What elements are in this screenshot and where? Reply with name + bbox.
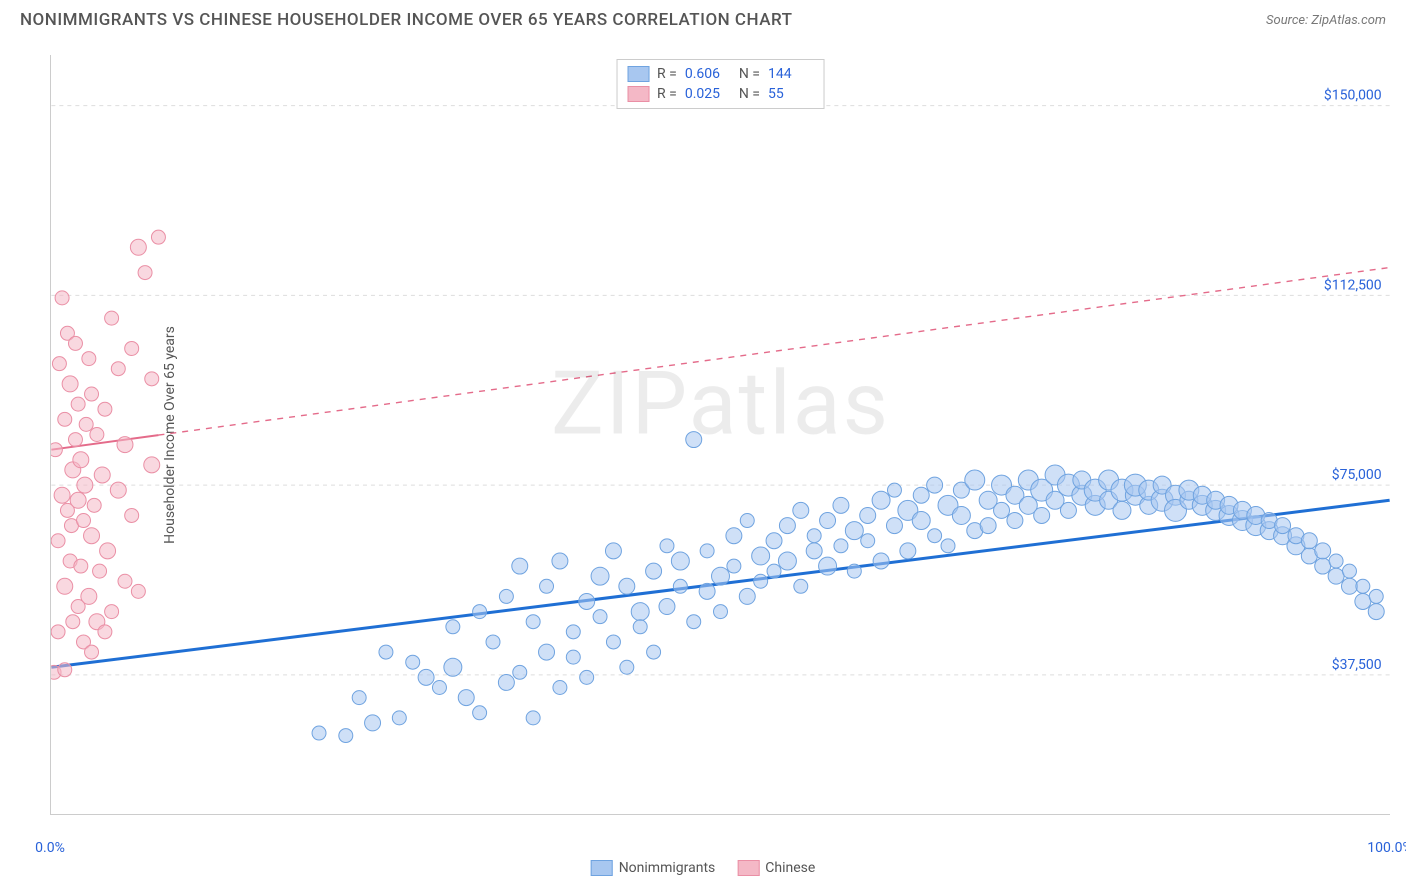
x-end-label: 100.0% (1367, 840, 1406, 856)
swatch-chinese (627, 86, 649, 102)
bottom-legend: Nonimmigrants Chinese (591, 860, 816, 876)
swatch-nonimmigrants (627, 66, 649, 82)
chart-title: NONIMMIGRANTS VS CHINESE HOUSEHOLDER INC… (20, 10, 793, 30)
r-value-0: 0.606 (685, 66, 731, 82)
stats-row-chinese: R =0.025 N =55 (627, 84, 814, 104)
stats-legend: R =0.606 N =144 R =0.025 N =55 (616, 59, 825, 109)
n-value-0: 144 (768, 66, 814, 82)
scatter-plot-svg: $37,500 $75,000 $112,500 $150,000 (51, 55, 1390, 814)
svg-text:$112,500: $112,500 (1324, 276, 1382, 293)
chart-area: Householder Income Over 65 years R =0.60… (50, 55, 1390, 815)
svg-text:$75,000: $75,000 (1332, 466, 1382, 483)
svg-text:$150,000: $150,000 (1324, 87, 1382, 104)
legend-swatch-nonimmigrants (591, 860, 613, 876)
legend-swatch-chinese (737, 860, 759, 876)
legend-item-nonimmigrants: Nonimmigrants (591, 860, 716, 876)
legend-item-chinese: Chinese (737, 860, 815, 876)
source-label: Source: ZipAtlas.com (1266, 13, 1386, 28)
stats-row-nonimmigrants: R =0.606 N =144 (627, 64, 814, 84)
legend-label-chinese: Chinese (765, 860, 815, 876)
n-value-1: 55 (768, 86, 814, 102)
legend-label-nonimmigrants: Nonimmigrants (619, 860, 716, 876)
svg-text:$37,500: $37,500 (1332, 656, 1382, 673)
r-value-1: 0.025 (685, 86, 731, 102)
x-start-label: 0.0% (35, 840, 65, 856)
